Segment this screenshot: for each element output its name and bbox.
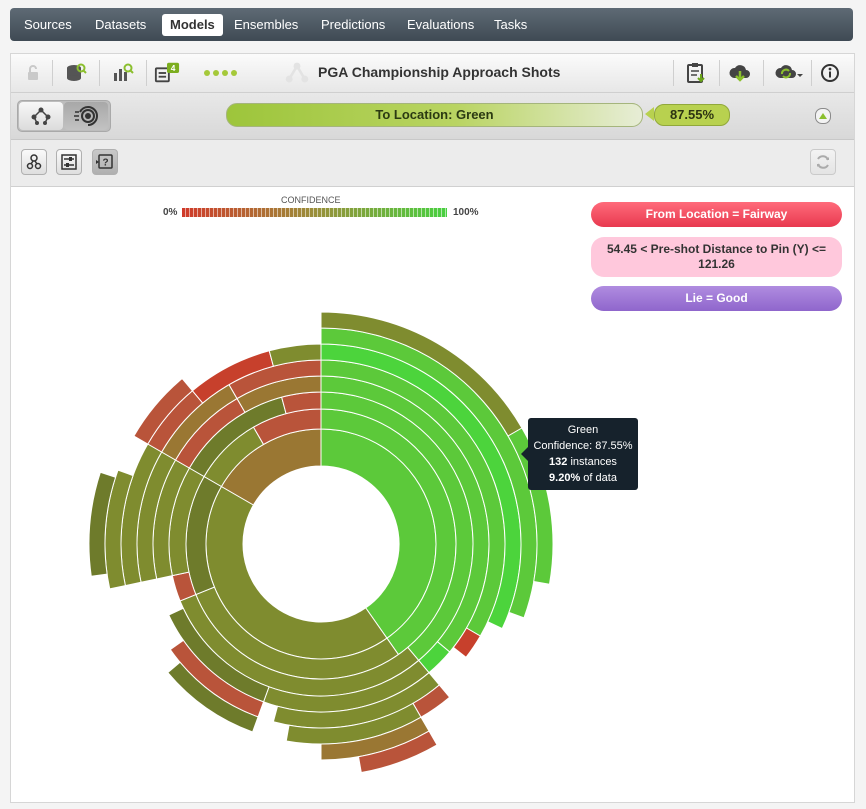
rule-distance[interactable]: 54.45 < Pre-shot Distance to Pin (Y) <= … bbox=[591, 237, 842, 277]
model-tree-icon bbox=[284, 60, 310, 86]
filter-button[interactable] bbox=[56, 149, 82, 175]
legend-title: CONFIDENCE bbox=[281, 195, 341, 205]
sunburst-segment[interactable] bbox=[133, 377, 194, 445]
tooltip-confidence: Confidence: 87.55% bbox=[533, 440, 633, 452]
nav-ensembles[interactable]: Ensembles bbox=[234, 17, 299, 32]
top-nav: Sources Datasets Models Ensembles Predic… bbox=[10, 8, 853, 41]
sub-toolbar: ? bbox=[11, 140, 854, 187]
nav-evaluations[interactable]: Evaluations bbox=[407, 17, 475, 32]
tree-icon bbox=[31, 107, 51, 125]
nav-predictions[interactable]: Predictions bbox=[321, 17, 386, 32]
nav-models[interactable]: Models bbox=[162, 14, 223, 36]
sunburst-icon bbox=[74, 106, 98, 126]
sliders-icon bbox=[61, 154, 77, 170]
dots-icon[interactable] bbox=[201, 60, 241, 86]
sunburst-segment[interactable] bbox=[167, 661, 259, 733]
tooltip-title: Green bbox=[567, 424, 599, 436]
model-title: PGA Championship Approach Shots bbox=[318, 64, 561, 80]
svg-text:4: 4 bbox=[171, 63, 176, 73]
sunburst-segment[interactable] bbox=[357, 730, 438, 774]
svg-text:?: ? bbox=[102, 158, 108, 169]
info-icon[interactable] bbox=[817, 60, 843, 86]
sunburst-segment[interactable] bbox=[268, 343, 322, 367]
model-search-icon[interactable] bbox=[110, 60, 136, 86]
cloud-download-icon[interactable] bbox=[727, 60, 753, 86]
prediction-bar: To Location: Green 87.55% bbox=[11, 93, 854, 140]
clipboard-download-icon[interactable] bbox=[683, 60, 709, 86]
collapse-button[interactable] bbox=[815, 108, 831, 124]
model-toolbar: 4 PGA Championship Approach Shots bbox=[11, 54, 854, 93]
refresh-icon bbox=[817, 155, 829, 169]
confidence-gradient bbox=[182, 208, 447, 217]
confidence-value: 87.55% bbox=[654, 104, 730, 126]
node-tree-icon bbox=[26, 154, 42, 170]
nav-datasets[interactable]: Datasets bbox=[95, 17, 147, 32]
node-tooltip: Green Confidence: 87.55% 132 instances 9… bbox=[521, 418, 638, 490]
legend-low: 0% bbox=[163, 207, 178, 218]
nav-tasks[interactable]: Tasks bbox=[494, 17, 528, 32]
triangle-up-icon bbox=[819, 113, 827, 119]
sunburst-segment[interactable] bbox=[452, 627, 482, 658]
rule-lie[interactable]: Lie = Good bbox=[591, 286, 842, 311]
legend-high: 100% bbox=[453, 207, 479, 218]
sunburst-view-button[interactable] bbox=[64, 102, 108, 130]
question-button[interactable]: ? bbox=[92, 149, 118, 175]
question-arrow-icon: ? bbox=[96, 154, 113, 169]
confidence-arrow bbox=[645, 107, 654, 121]
evaluation-icon[interactable]: 4 bbox=[154, 60, 180, 86]
tooltip-data-share: 9.20% of data bbox=[549, 472, 617, 484]
dataset-search-icon[interactable] bbox=[63, 60, 89, 86]
model-panel: 4 PGA Championship Approach Shots bbox=[10, 53, 855, 803]
prediction-label: To Location: Green bbox=[226, 103, 643, 127]
rule-from-location[interactable]: From Location = Fairway bbox=[591, 202, 842, 227]
node-tree-button[interactable] bbox=[21, 149, 47, 175]
sunburst-segment[interactable] bbox=[88, 471, 117, 577]
lock-icon[interactable] bbox=[20, 60, 46, 86]
cloud-refresh-icon[interactable] bbox=[773, 60, 805, 86]
nav-sources[interactable]: Sources bbox=[24, 17, 72, 32]
tooltip-instances: 132 instances bbox=[549, 456, 617, 468]
refresh-button[interactable] bbox=[810, 149, 836, 175]
sunburst-chart[interactable] bbox=[61, 249, 581, 809]
view-toggle bbox=[17, 100, 111, 132]
tree-view-button[interactable] bbox=[19, 102, 63, 130]
